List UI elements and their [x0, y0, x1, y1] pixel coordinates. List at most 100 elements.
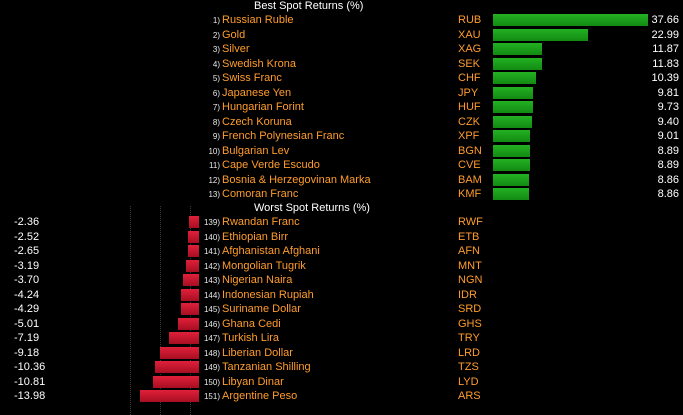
return-bar: [493, 57, 542, 70]
currency-name: Bulgarian Lev: [222, 144, 290, 157]
return-bar: [140, 390, 199, 402]
currency-code: KMF: [458, 188, 482, 200]
return-value: 9.01: [657, 130, 679, 142]
worst-return-row[interactable]: -3.19 142) Mongolian Tugrik MNT: [0, 259, 683, 274]
return-bar: [153, 375, 199, 388]
currency-code: HUF: [458, 101, 481, 113]
return-bar: [188, 245, 199, 257]
currency-name: Afghanistan Afghani: [222, 245, 320, 257]
return-bar: [493, 28, 588, 41]
best-return-row[interactable]: 5) Swiss Franc CHF 10.39: [0, 71, 683, 86]
worst-return-row[interactable]: -13.98 151) Argentine Peso ARS: [0, 389, 683, 404]
currency-code: RUB: [458, 14, 482, 26]
currency-name: Mongolian Tugrik: [222, 259, 306, 272]
worst-return-row[interactable]: -2.36 139) Rwandan Franc RWF: [0, 215, 683, 230]
worst-return-row[interactable]: -10.36 149) Tanzanian Shilling TZS: [0, 360, 683, 375]
return-bar: [183, 274, 199, 286]
worst-return-row[interactable]: -4.24 144) Indonesian Rupiah IDR: [0, 288, 683, 303]
currency-code: NGN: [458, 274, 483, 286]
return-bar: [493, 144, 530, 157]
rank-label: 146): [203, 319, 220, 329]
best-return-row[interactable]: 2) Gold XAU 22.99: [0, 28, 683, 43]
currency-code: CZK: [458, 115, 480, 128]
rank-label: 11): [209, 161, 220, 170]
currency-name: French Polynesian Franc: [222, 130, 345, 142]
best-return-row[interactable]: 8) Czech Koruna CZK 9.40: [0, 115, 683, 130]
currency-code: ETB: [458, 230, 480, 243]
return-bar: [493, 43, 542, 55]
worst-return-row[interactable]: -2.65 141) Afghanistan Afghani AFN: [0, 244, 683, 259]
currency-code: LYD: [458, 375, 479, 388]
worst-return-row[interactable]: -10.81 150) Libyan Dinar LYD: [0, 375, 683, 390]
worst-return-row[interactable]: -7.19 147) Turkish Lira TRY: [0, 331, 683, 346]
currency-code: CHF: [458, 72, 481, 84]
currency-code: AFN: [458, 245, 480, 257]
currency-name: Bosnia & Herzegovinan Marka: [222, 173, 371, 186]
worst-return-row[interactable]: -9.18 148) Liberian Dollar LRD: [0, 346, 683, 361]
return-bar: [181, 303, 199, 315]
currency-code: MNT: [458, 259, 482, 272]
best-return-row[interactable]: 12) Bosnia & Herzegovinan Marka BAM 8.86: [0, 173, 683, 188]
return-value: 9.81: [657, 86, 679, 99]
worst-returns-title: Worst Spot Returns (%): [254, 202, 370, 214]
return-bar: [188, 230, 199, 243]
return-bar: [169, 332, 199, 344]
return-bar: [493, 130, 530, 142]
return-value: 37.66: [651, 14, 679, 26]
return-bar: [160, 346, 199, 359]
worst-return-row[interactable]: -4.29 145) Suriname Dollar SRD: [0, 302, 683, 317]
rank-label: 142): [203, 261, 220, 271]
worst-return-row[interactable]: -3.70 143) Nigerian Naira NGN: [0, 273, 683, 288]
rank-label: 4): [212, 59, 220, 69]
rank-label: 10): [208, 146, 220, 156]
return-bar: [493, 86, 533, 99]
best-return-row[interactable]: 10) Bulgarian Lev BGN 8.89: [0, 144, 683, 159]
return-value: 11.87: [652, 43, 679, 55]
return-value: -2.65: [14, 245, 40, 257]
currency-name: Ghana Cedi: [222, 317, 281, 330]
currency-code: TRY: [458, 332, 480, 344]
return-bar: [178, 317, 199, 330]
currency-name: Swiss Franc: [222, 72, 282, 84]
rank-label: 7): [212, 103, 220, 112]
best-return-row[interactable]: 11) Cape Verde Escudo CVE 8.89: [0, 158, 683, 173]
currency-code: XPF: [458, 130, 480, 142]
best-return-row[interactable]: 1) Russian Ruble RUB 37.66: [0, 13, 683, 28]
best-return-row[interactable]: 3) Silver XAG 11.87: [0, 42, 683, 57]
currency-code: BGN: [458, 144, 482, 157]
rank-label: 6): [212, 88, 220, 98]
rank-label: 2): [212, 30, 220, 40]
gridline: [130, 206, 131, 415]
currency-code: IDR: [458, 288, 477, 301]
worst-return-row[interactable]: -5.01 146) Ghana Cedi GHS: [0, 317, 683, 332]
currency-name: Argentine Peso: [222, 390, 298, 402]
currency-code: TZS: [458, 361, 479, 373]
return-value: -3.70: [14, 274, 40, 286]
currency-code: XAU: [458, 28, 481, 41]
best-return-row[interactable]: 13) Comoran Franc KMF 8.86: [0, 187, 683, 202]
best-return-row[interactable]: 7) Hungarian Forint HUF 9.73: [0, 100, 683, 115]
best-return-row[interactable]: 6) Japanese Yen JPY 9.81: [0, 86, 683, 101]
return-bar: [189, 216, 199, 228]
currency-code: SEK: [458, 57, 481, 70]
return-bar: [493, 14, 648, 26]
return-value: 8.89: [657, 144, 679, 157]
best-returns-title: Best Spot Returns (%): [254, 0, 364, 12]
best-return-row[interactable]: 9) French Polynesian Franc XPF 9.01: [0, 129, 683, 144]
worst-return-row[interactable]: -2.52 140) Ethiopian Birr ETB: [0, 230, 683, 245]
return-value: -9.18: [14, 346, 40, 359]
currency-name: Rwandan Franc: [222, 216, 300, 228]
return-value: -4.29: [14, 303, 40, 315]
return-value: 8.86: [657, 188, 679, 200]
rank-label: 13): [208, 190, 220, 199]
rank-label: 149): [203, 363, 220, 372]
currency-code: SRD: [458, 303, 482, 315]
return-bar: [493, 72, 536, 84]
rank-label: 9): [212, 132, 220, 141]
best-return-row[interactable]: 4) Swedish Krona SEK 11.83: [0, 57, 683, 72]
currency-name: Silver: [222, 43, 250, 55]
return-value: 8.86: [657, 173, 679, 186]
currency-name: Gold: [222, 28, 246, 41]
return-value: 10.39: [651, 72, 679, 84]
return-bar: [493, 188, 529, 200]
